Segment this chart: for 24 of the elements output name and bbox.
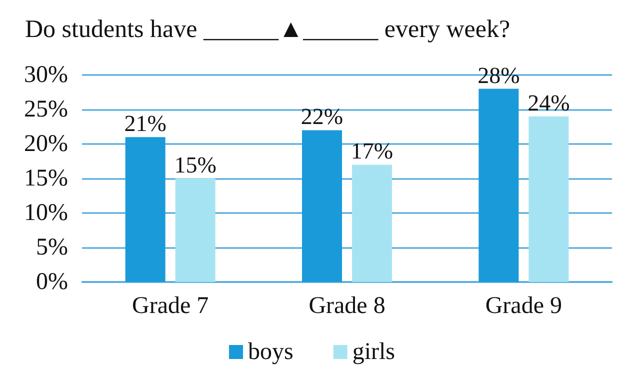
legend-label: boys [248, 339, 294, 365]
bar [302, 130, 342, 282]
y-tick-label: 15% [24, 166, 68, 192]
bar [352, 164, 392, 282]
bar [125, 137, 166, 282]
bar [528, 116, 569, 282]
data-label: 22% [300, 104, 344, 130]
x-tick-label: Grade 7 [132, 293, 209, 319]
y-tick-label: 20% [24, 131, 68, 157]
y-tick-label: 10% [24, 200, 68, 226]
x-tick-label: Grade 8 [308, 293, 386, 319]
y-tick-label: 5% [36, 234, 68, 260]
chart-title: Do students have ______▲______ every week? [25, 16, 510, 43]
legend-label: girls [352, 339, 396, 365]
data-label: 24% [528, 90, 570, 116]
bar [175, 178, 216, 282]
bar [478, 88, 519, 282]
y-tick-label: 30% [24, 62, 68, 88]
x-tick-label: Grade 9 [485, 293, 562, 319]
data-label: 15% [174, 152, 216, 178]
data-label: 17% [350, 138, 394, 164]
y-tick-label: 25% [24, 96, 68, 122]
y-tick-label: 0% [36, 269, 68, 295]
data-label: 21% [124, 111, 166, 136]
